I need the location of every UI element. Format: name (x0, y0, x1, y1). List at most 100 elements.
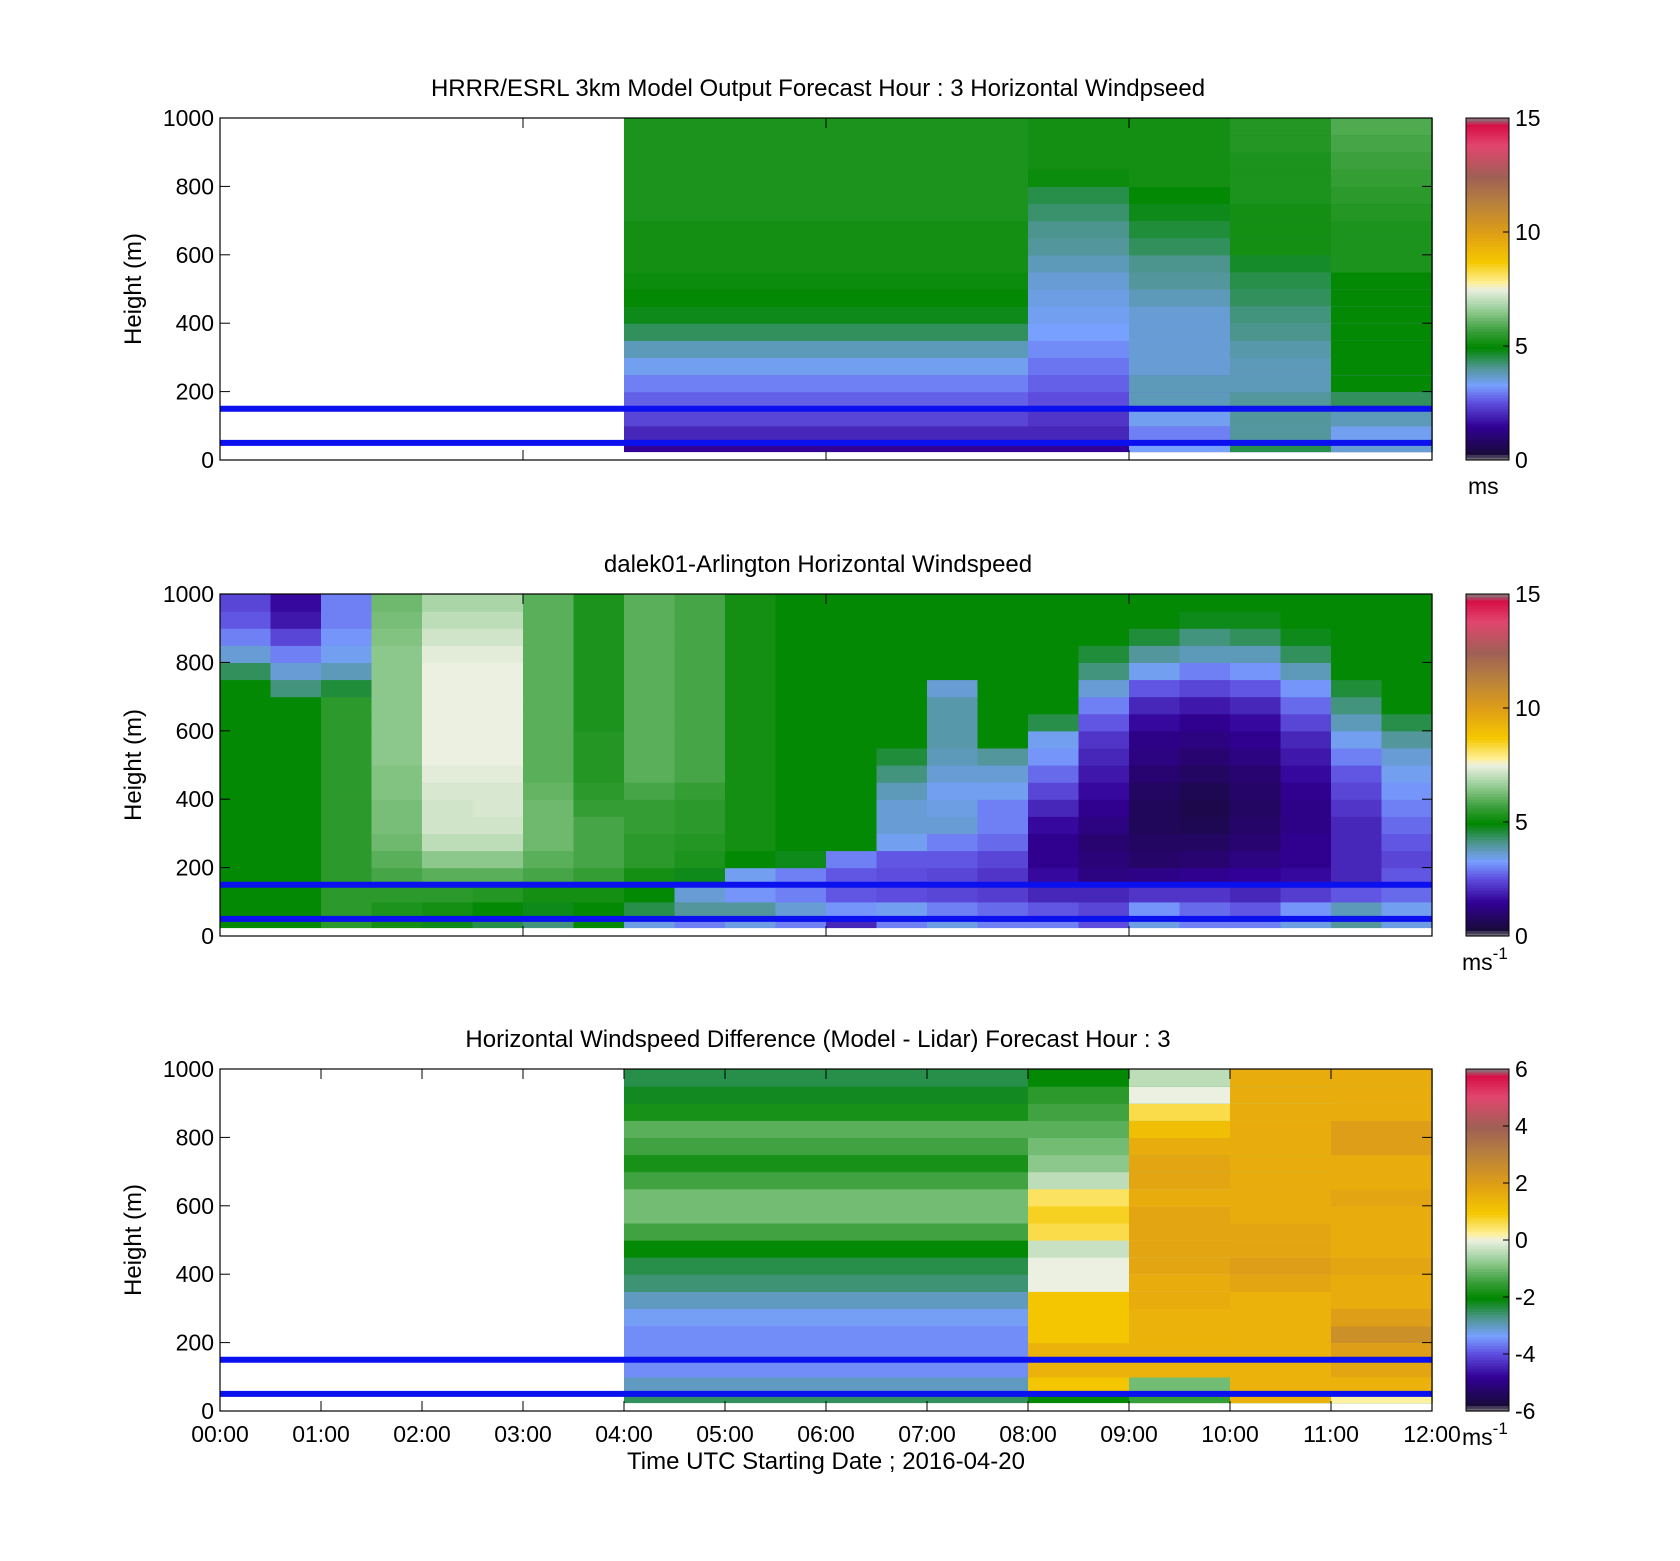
colorbar-unit: ms-1 (1462, 1419, 1508, 1450)
heatmap-cell (1078, 901, 1130, 920)
colorbar-segment (1466, 1348, 1509, 1352)
colorbar-segment (1466, 368, 1509, 373)
heatmap-cell (624, 1103, 1029, 1121)
colorbar-segment (1466, 651, 1509, 655)
heatmap-cell (725, 850, 777, 869)
heatmap-cell (1129, 850, 1181, 869)
heatmap-cell (977, 611, 1029, 629)
colorbar-segment (1466, 1368, 1509, 1372)
heatmap-cell (775, 833, 827, 852)
heatmap-cell (1230, 901, 1282, 920)
heatmap-cell (1331, 1274, 1433, 1292)
colorbar-segment (1466, 839, 1509, 843)
heatmap-cell (270, 611, 322, 629)
colorbar-segment (1466, 1328, 1509, 1332)
heatmap-cell (1179, 799, 1231, 817)
heatmap-cell (1028, 816, 1080, 834)
heatmap-cell (826, 628, 878, 646)
heatmap-cell (725, 679, 777, 698)
colorbar-segment (1466, 807, 1509, 812)
colorbar-segment (1466, 234, 1509, 239)
heatmap-cell (624, 696, 676, 715)
colorbar-segment (1466, 893, 1509, 897)
heatmap-cell (422, 867, 474, 886)
heatmap-cell (472, 662, 524, 681)
colorbar-segment (1466, 705, 1509, 709)
heatmap-cell (321, 679, 373, 698)
heatmap-cell (775, 611, 827, 629)
heatmap-cell (321, 799, 373, 817)
colorbar-segment (1466, 1342, 1509, 1347)
colorbar-segment (1466, 354, 1509, 359)
colorbar-segment (1466, 1106, 1509, 1110)
colorbar-segment (1466, 177, 1509, 182)
colorbar-segment (1466, 229, 1509, 233)
heatmap-cell (371, 918, 423, 929)
colorbar-segment (1466, 767, 1509, 772)
colorbar-segment (1466, 1148, 1509, 1153)
heatmap-cell (624, 884, 676, 903)
heatmap-cell (1280, 918, 1332, 929)
colorbar-segment (1466, 1077, 1509, 1081)
heatmap-cell (1331, 391, 1433, 410)
heatmap-cell (472, 799, 524, 817)
heatmap-cell (472, 816, 524, 834)
colorbar-segment (1466, 343, 1509, 347)
panel-lidar: dalek01-Arlington Horizontal Windspeed H… (120, 551, 1541, 975)
colorbar-segment (1466, 1265, 1509, 1270)
ytick-label: 0 (201, 1398, 214, 1424)
heatmap-cell (1331, 442, 1433, 453)
colorbar-segment (1466, 232, 1509, 236)
colorbar-segment (1466, 1074, 1509, 1079)
heatmap-cell (1331, 1137, 1433, 1156)
heatmap-cell (1230, 730, 1282, 749)
colorbar-segment (1466, 254, 1509, 259)
colorbar-segment (1466, 742, 1509, 746)
heatmap-cell (775, 867, 827, 886)
heatmap-cell (826, 696, 878, 715)
heatmap-cell (573, 799, 625, 817)
heatmap-cell (927, 611, 979, 629)
colorbar-segment (1466, 856, 1509, 860)
heatmap-cell (270, 713, 322, 732)
heatmap-cell (1331, 135, 1433, 153)
heatmap-cell (472, 730, 524, 749)
colorbar-segment (1466, 619, 1509, 624)
heatmap-cell (826, 901, 878, 920)
colorbar-segment (1466, 172, 1509, 176)
heatmap-cell (371, 867, 423, 886)
heatmap-cell (371, 782, 423, 800)
colorbar-segment (1466, 337, 1509, 341)
colorbar-segment (1466, 859, 1509, 863)
heatmap-cell (1230, 713, 1282, 732)
colorbar-segment (1466, 671, 1509, 675)
heatmap-cell (1129, 611, 1181, 629)
heatmap-cell (674, 833, 726, 852)
heatmap-cell (775, 628, 827, 646)
heatmap-cell (371, 747, 423, 766)
heatmap-cell (977, 696, 1029, 715)
heatmap-cell (1331, 203, 1433, 222)
heatmap-cell (1331, 662, 1383, 681)
colorbar-segment (1466, 320, 1509, 324)
xtick-label: 09:00 (1100, 1421, 1158, 1447)
colorbar-segment (1466, 1231, 1509, 1235)
heatmap-cell (876, 713, 928, 732)
colorbar-segment (1466, 819, 1509, 823)
colorbar-segment (1466, 616, 1509, 621)
heatmap-cell (927, 867, 979, 886)
xtick-label: 11:00 (1303, 1421, 1359, 1447)
ytick-label: 800 (176, 1124, 214, 1150)
heatmap-cell (1179, 901, 1231, 920)
heatmap-cell (371, 730, 423, 749)
heatmap-cell (1280, 901, 1332, 920)
heatmap-cell (927, 696, 979, 715)
colorbar-segment (1466, 1126, 1509, 1130)
heatmap-cell (775, 730, 827, 749)
colorbar-segment (1466, 1103, 1509, 1107)
colorbar-segment (1466, 206, 1509, 210)
heatmap-cell (624, 1086, 1029, 1104)
heatmap-cell (1331, 1222, 1433, 1241)
colorbar-segment (1466, 457, 1509, 461)
colorbar-segment (1466, 933, 1509, 937)
